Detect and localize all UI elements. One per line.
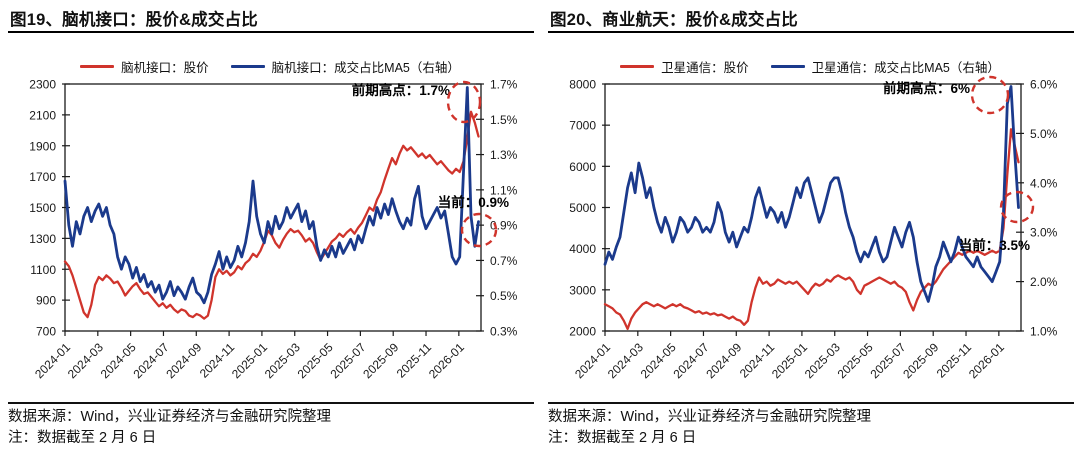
right-axis-label: 1.5% <box>490 113 518 127</box>
x-axis-label: 2025-01 <box>229 340 270 381</box>
chart-footer: 数据来源：Wind，兴业证券经济与金融研究院整理 注：数据截至 2 月 6 日 <box>8 402 534 449</box>
left-axis-label: 2100 <box>29 108 56 122</box>
left-axis-label: 1300 <box>29 232 56 246</box>
right-axis-label: 6.0% <box>1030 78 1058 92</box>
x-axis-label: 2024-03 <box>605 340 646 381</box>
legend-item-volume-ratio: 脑机接口：成交占比MA5（右轴） <box>230 57 460 76</box>
annotation-label: 当前：3.5% <box>959 237 1030 253</box>
left-axis-label: 700 <box>36 325 56 339</box>
note-line: 注：数据截至 2 月 6 日 <box>548 430 697 446</box>
plot-frame <box>604 83 1022 332</box>
annotation-label: 前期高点：1.7% <box>352 82 450 98</box>
x-axis-label: 2025-07 <box>867 340 908 381</box>
right-axis-label: 1.7% <box>490 78 518 92</box>
legend-item-price: 脑机接口：股价 <box>80 57 209 76</box>
x-axis-label: 2024-07 <box>671 340 712 381</box>
annotation-label: 当前：0.9% <box>438 194 509 210</box>
left-axis-label: 8000 <box>569 78 596 92</box>
page-title: 图19、脑机接口：股价&成交占比 <box>10 11 258 29</box>
price-line-swatch <box>620 64 655 69</box>
legend: 卫星通信：股价 卫星通信：成交占比MA5（右轴） <box>540 57 1080 76</box>
right-axis-label: 1.1% <box>490 183 518 197</box>
left-axis-label: 5000 <box>569 201 596 215</box>
x-axis-label: 2026-01 <box>966 340 1007 381</box>
volume-ratio-series-line <box>63 86 480 305</box>
x-axis-label: 2025-01 <box>769 340 810 381</box>
x-axis-label: 2024-07 <box>131 340 172 381</box>
legend-item-price: 卫星通信：股价 <box>620 57 749 76</box>
price-series-line <box>63 110 480 320</box>
left-axis-label: 1700 <box>29 170 56 184</box>
legend-item-volume-ratio: 卫星通信：成交占比MA5（右轴） <box>770 57 1000 76</box>
annotation-label: 前期高点：6% <box>883 80 970 96</box>
x-axis-label: 2025-09 <box>900 340 941 381</box>
title-underline <box>8 31 534 33</box>
x-axis-label: 2025-05 <box>835 340 876 381</box>
x-axis-label: 2025-05 <box>295 340 336 381</box>
left-axis-label: 900 <box>36 294 56 308</box>
title-underline <box>548 31 1074 33</box>
figure-19-panel: 图19、脑机接口：股价&成交占比 脑机接口：股价 脑机接口：成交占比MA5（右轴… <box>0 11 540 449</box>
legend-label-volume-ratio: 脑机接口：成交占比MA5（右轴） <box>271 61 460 75</box>
left-axis-label: 3000 <box>569 283 596 297</box>
left-axis-label: 2000 <box>569 325 596 339</box>
source-line: 数据来源：Wind，兴业证券经济与金融研究院整理 <box>548 409 872 425</box>
volume-ratio-line-swatch <box>230 64 265 69</box>
note-line: 注：数据截至 2 月 6 日 <box>8 430 157 446</box>
x-axis-label: 2025-09 <box>360 340 401 381</box>
x-axis-label: 2024-05 <box>638 340 679 381</box>
right-axis-label: 4.0% <box>1030 176 1058 190</box>
volume-ratio-series-line <box>603 85 1020 303</box>
right-axis-label: 3.0% <box>1030 226 1058 240</box>
right-axis-label: 1.3% <box>490 148 518 162</box>
source-line: 数据来源：Wind，兴业证券经济与金融研究院整理 <box>8 409 332 425</box>
x-axis-label: 2025-03 <box>802 340 843 381</box>
dual-axis-line-chart-fig20: 8000 7000 6000 5000 4000 3000 2000 6.0% 5.0% 4.0%… <box>569 75 1058 381</box>
highlight-circle <box>970 75 1010 115</box>
x-axis-label: 2026-01 <box>426 340 467 381</box>
x-axis-label: 2024-09 <box>703 340 744 381</box>
volume-ratio-line-swatch <box>770 64 805 69</box>
legend-label-volume-ratio: 卫星通信：成交占比MA5（右轴） <box>811 61 1000 75</box>
legend: 脑机接口：股价 脑机接口：成交占比MA5（右轴） <box>0 57 540 76</box>
x-axis-label: 2024-05 <box>98 340 139 381</box>
right-axis-label: 0.7% <box>490 254 518 268</box>
legend-label-price: 脑机接口：股价 <box>121 61 209 75</box>
left-axis-label: 1900 <box>29 139 56 153</box>
x-axis-label: 2024-03 <box>65 340 106 381</box>
price-series-line <box>603 128 1020 331</box>
left-axis-label: 2300 <box>29 78 56 92</box>
page-title: 图20、商业航天：股价&成交占比 <box>550 11 798 29</box>
right-axis-label: 5.0% <box>1030 127 1058 141</box>
left-axis-label: 4000 <box>569 242 596 256</box>
highlight-circle <box>460 212 498 248</box>
x-axis-label: 2024-01 <box>32 340 73 381</box>
left-axis-label: 1100 <box>30 263 56 277</box>
x-axis-label: 2024-09 <box>163 340 204 381</box>
highlight-circle <box>999 190 1035 224</box>
right-axis-label: 2.0% <box>1030 275 1058 289</box>
legend-label-price: 卫星通信：股价 <box>661 61 749 75</box>
highlight-circle <box>446 80 482 124</box>
x-axis-label: 2025-03 <box>262 340 303 381</box>
right-axis-label: 0.5% <box>490 289 518 303</box>
price-line-swatch <box>80 64 115 69</box>
left-axis-label: 7000 <box>569 119 596 133</box>
chart-footer: 数据来源：Wind，兴业证券经济与金融研究院整理 注：数据截至 2 月 6 日 <box>548 402 1074 449</box>
right-axis-label: 1.0% <box>1030 325 1058 339</box>
left-axis-label: 1500 <box>29 201 56 215</box>
x-axis-label: 2024-01 <box>572 340 613 381</box>
dual-axis-line-chart-fig19: 2300 2100 1900 1700 1500 1300 1100 900 700 1.7% 1.… <box>29 78 518 382</box>
left-axis-label: 6000 <box>569 160 596 174</box>
right-axis-label: 0.3% <box>490 325 518 339</box>
x-axis-label: 2025-07 <box>327 340 368 381</box>
figure-20-panel: 图20、商业航天：股价&成交占比 卫星通信：股价 卫星通信：成交占比MA5（右轴… <box>540 0 1080 458</box>
